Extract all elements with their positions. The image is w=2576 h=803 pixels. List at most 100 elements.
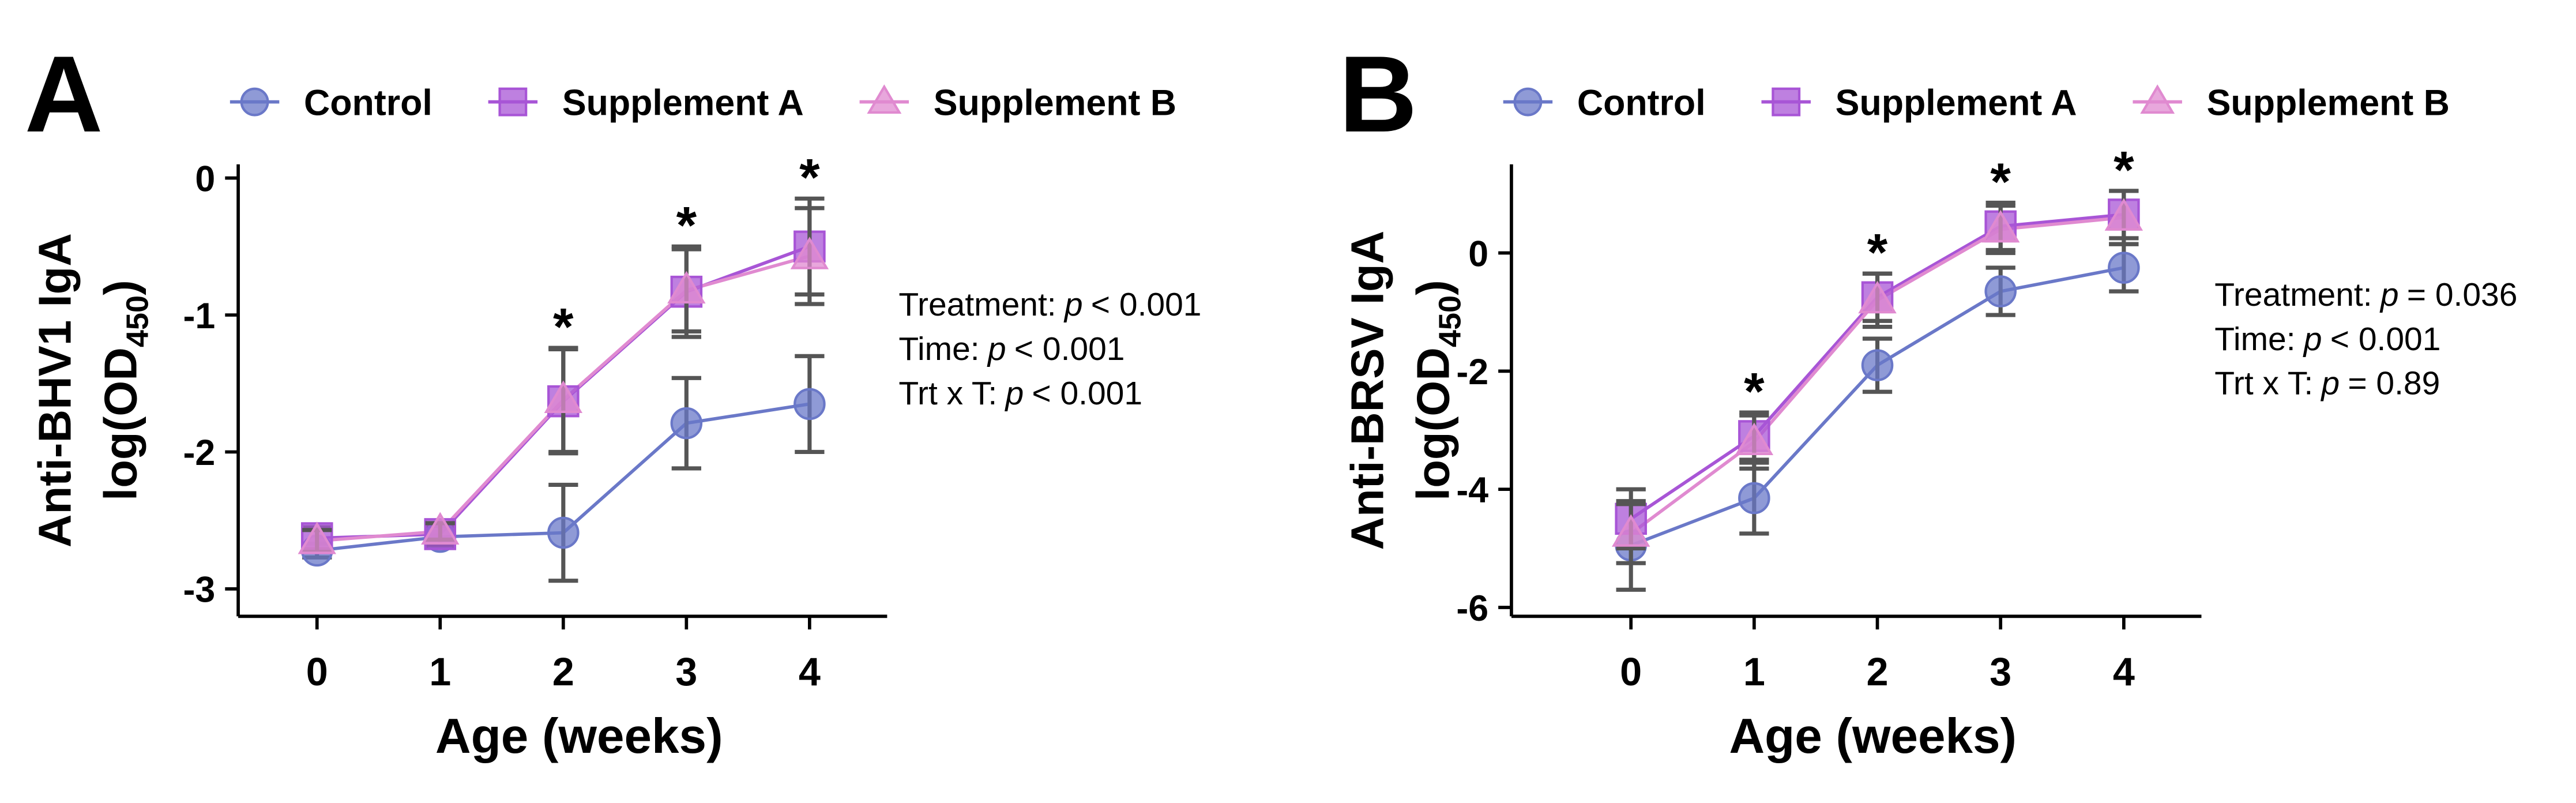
stat-annotation: Treatment: p = 0.036	[2214, 276, 2517, 313]
y-axis-label-2: log(OD450)	[95, 280, 155, 501]
legend-item: Supplement A	[488, 82, 804, 123]
legend-item: Supplement A	[1761, 82, 2077, 123]
marker	[544, 380, 583, 414]
marker	[547, 516, 580, 549]
stat-label: Treatment:	[2214, 276, 2372, 313]
legend-item: Control	[1503, 82, 1706, 123]
stat-value: < 0.001	[1091, 286, 1202, 323]
y-tick-label: -2	[1456, 352, 1488, 392]
stat-annotation: Trt x T: p = 0.89	[2214, 365, 2440, 402]
y-tick-label: 0	[195, 159, 215, 199]
marker	[1513, 87, 1543, 117]
y-tick-label: -3	[183, 570, 215, 610]
y-label-close: )	[1408, 280, 1459, 295]
stat-value: < 0.001	[1032, 375, 1142, 412]
x-tick-label: 3	[1990, 650, 2011, 694]
significance-mark: *	[1990, 152, 2011, 211]
marker	[1984, 275, 2017, 307]
panel-label: B	[1339, 33, 1417, 155]
stat-label: Time:	[2214, 321, 2295, 358]
legend-label: Control	[304, 82, 433, 123]
legend-label: Supplement B	[2207, 82, 2450, 123]
y-axis-label: Anti-BRSV IgA	[1342, 231, 1393, 550]
x-tick-label: 0	[1620, 650, 1642, 694]
legend-label: Supplement A	[1836, 82, 2077, 123]
marker	[1981, 209, 2020, 243]
x-tick-label: 1	[1743, 650, 1765, 694]
stat-value: < 0.001	[2330, 321, 2441, 358]
significance-mark: *	[1744, 362, 1765, 421]
legend-item: Supplement B	[859, 82, 1176, 123]
marker	[2108, 252, 2140, 284]
stat-label: Time:	[898, 331, 979, 367]
y-tick-label: -1	[183, 296, 215, 336]
x-tick-label: 0	[306, 650, 328, 694]
legend-item: Control	[230, 82, 433, 123]
marker	[1772, 87, 1801, 117]
y-label-text: log(OD	[1408, 347, 1459, 501]
significance-mark: *	[1867, 223, 1888, 282]
stat-var: p	[1004, 375, 1024, 412]
significance-mark: *	[799, 148, 820, 207]
x-tick-label: 3	[675, 650, 697, 694]
stat-annotation: Time: p < 0.001	[898, 331, 1125, 367]
x-tick-label: 4	[799, 650, 821, 694]
marker	[867, 84, 902, 114]
stat-value: < 0.001	[1014, 331, 1125, 367]
y-axis-label: Anti-BHV1 IgA	[29, 233, 81, 547]
significance-mark: *	[2114, 140, 2134, 199]
x-axis-label: Age (weeks)	[1729, 709, 2017, 764]
stat-var: p	[2320, 365, 2340, 402]
marker	[240, 87, 269, 117]
stat-var: p	[2379, 276, 2399, 313]
significance-mark: *	[553, 297, 574, 356]
stat-annotation: Treatment: p < 0.001	[898, 286, 1201, 323]
y-label-sub: 450	[1433, 295, 1468, 347]
stat-label: Trt x T:	[898, 375, 997, 412]
marker	[1735, 422, 1774, 456]
y-label-text: log(OD	[95, 347, 146, 501]
stat-annotation: Time: p < 0.001	[2214, 321, 2440, 358]
marker	[1858, 280, 1897, 314]
marker	[667, 271, 706, 304]
stat-var: p	[987, 331, 1006, 367]
marker	[1738, 482, 1770, 515]
legend-label: Supplement A	[562, 82, 804, 123]
panel-label: A	[25, 33, 103, 155]
stat-var: p	[1063, 286, 1083, 323]
stat-label: Treatment:	[898, 286, 1056, 323]
marker	[2140, 84, 2175, 114]
marker	[2104, 198, 2143, 231]
marker	[1861, 349, 1894, 381]
y-tick-label: 0	[1468, 234, 1488, 274]
y-tick-label: -2	[183, 433, 215, 473]
legend-label: Control	[1577, 82, 1706, 123]
y-label-sub: 450	[120, 295, 155, 347]
stat-var: p	[2303, 321, 2322, 358]
marker	[421, 512, 460, 545]
marker	[1611, 514, 1650, 547]
y-axis-label-2: log(OD450)	[1408, 280, 1468, 501]
y-tick-label: -4	[1456, 470, 1488, 511]
stat-annotation: Trt x T: p < 0.001	[898, 375, 1142, 412]
marker	[670, 407, 703, 440]
stat-value: = 0.036	[2407, 276, 2518, 313]
panel: B Control Supplement A Supplement B 0 -2 -4 -6 0…	[1339, 33, 2518, 764]
stat-label: Trt x T:	[2214, 365, 2313, 402]
x-tick-label: 2	[1867, 650, 1889, 694]
x-tick-label: 2	[552, 650, 574, 694]
legend-item: Supplement B	[2133, 82, 2450, 123]
x-tick-label: 1	[429, 650, 451, 694]
stat-value: = 0.89	[2348, 365, 2440, 402]
significance-mark: *	[676, 196, 697, 255]
x-tick-label: 4	[2113, 650, 2135, 694]
marker	[794, 388, 826, 421]
y-label-close: )	[95, 280, 146, 295]
x-axis-label: Age (weeks)	[435, 709, 723, 764]
panel: A Control Supplement A Supplement B 0 -1 -2 -3 0…	[25, 33, 1202, 764]
marker	[498, 87, 528, 117]
legend-label: Supplement B	[934, 82, 1176, 123]
y-tick-label: -6	[1456, 588, 1488, 629]
